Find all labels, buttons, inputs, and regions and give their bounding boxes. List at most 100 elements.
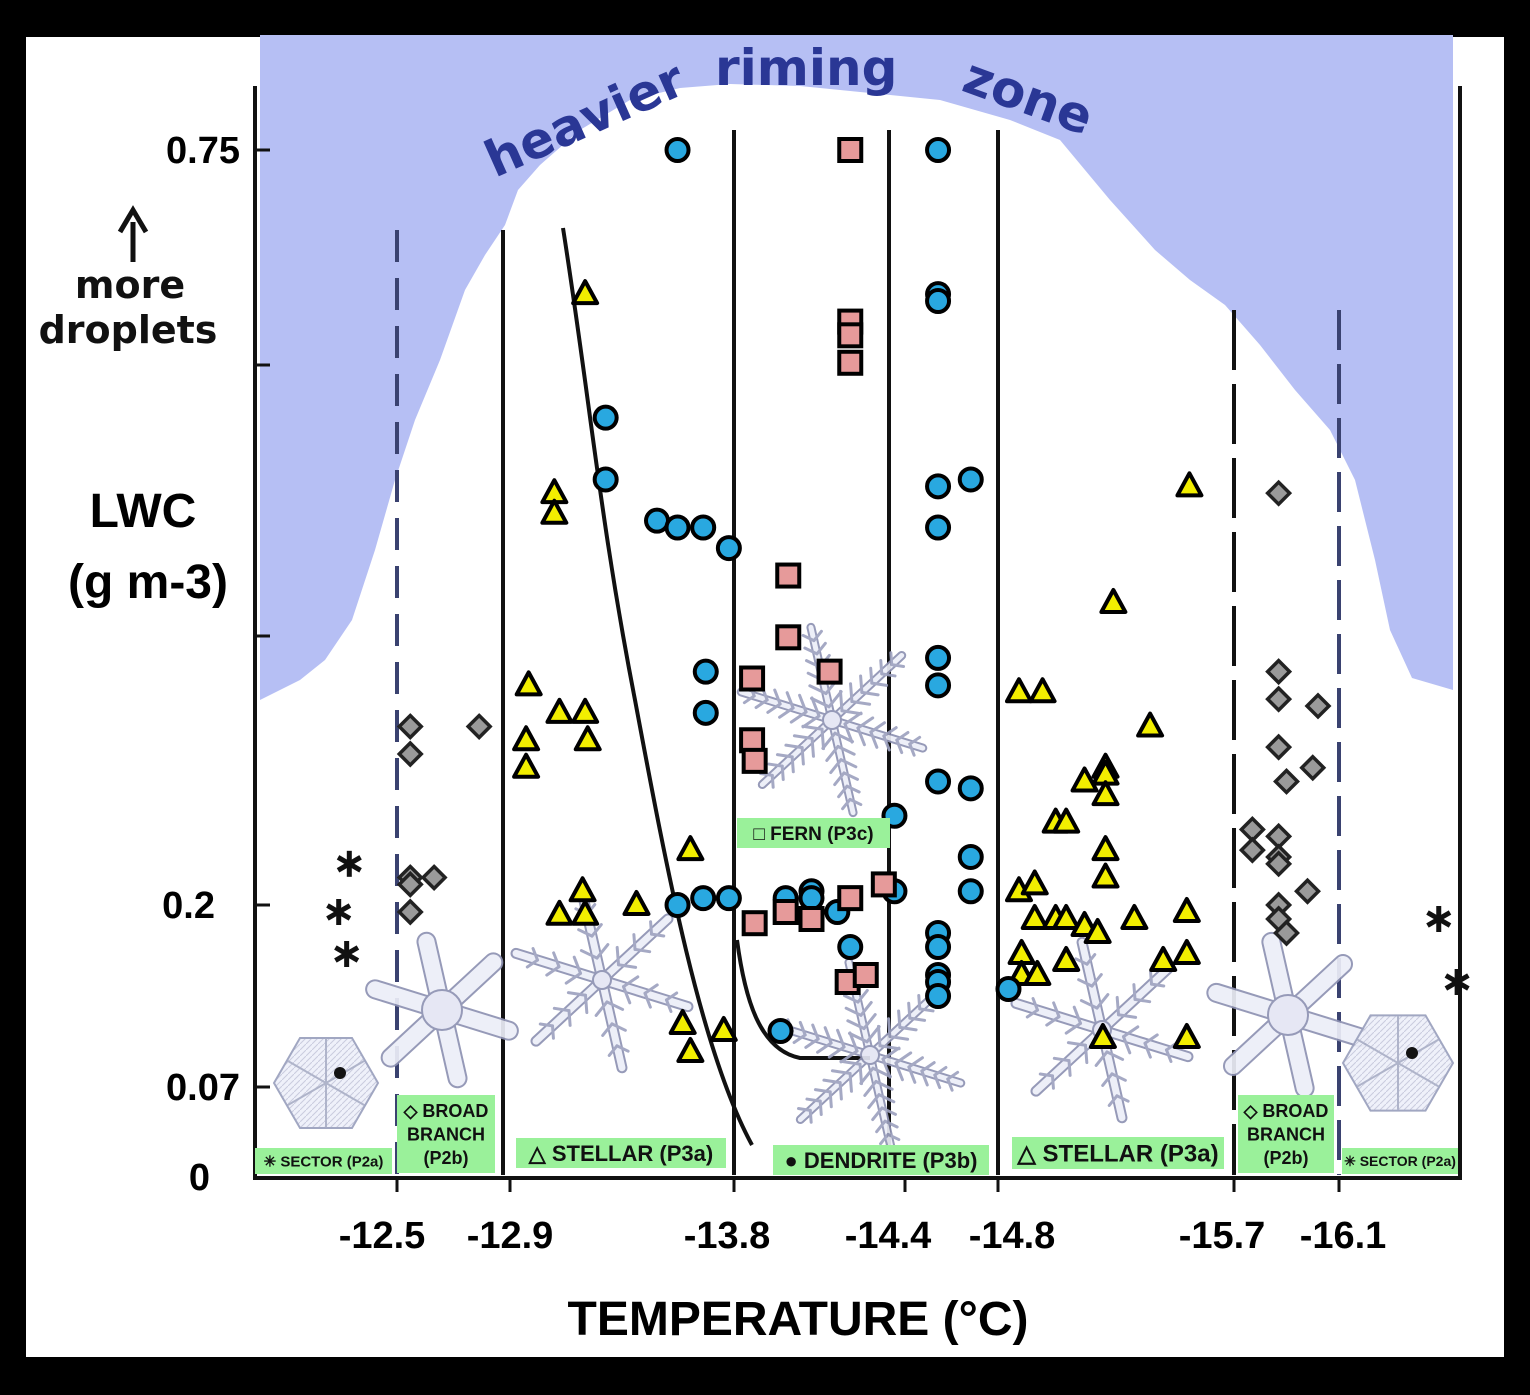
data-point <box>1299 754 1327 782</box>
data-point <box>1099 588 1128 614</box>
data-point <box>1444 969 1470 995</box>
region-label: ✳ SECTOR (P2a) <box>255 1148 392 1174</box>
data-point <box>925 514 952 541</box>
data-point <box>837 885 864 912</box>
data-point <box>1265 685 1293 713</box>
data-point <box>816 658 843 685</box>
data-point <box>664 892 691 918</box>
y-tick-label: 0 <box>189 1157 210 1199</box>
region-labels: ✳ SECTOR (P2a) ◇ BROAD BRANCH (P2b) △ STELLA… <box>255 818 1458 1175</box>
data-point <box>925 672 952 699</box>
dendrite-lower-curve <box>735 939 870 1060</box>
data-point <box>1172 897 1201 923</box>
snowflake-illustration <box>1206 931 1370 1099</box>
data-point <box>1304 692 1332 720</box>
x-tick-label: -14.4 <box>845 1215 932 1257</box>
region-boundaries <box>395 130 1341 1175</box>
data-point <box>336 850 362 877</box>
region-label: □ FERN (P3c) <box>737 818 890 848</box>
x-tick-label: -12.5 <box>339 1215 426 1257</box>
data-point <box>739 665 766 692</box>
data-point <box>715 535 742 562</box>
data-point <box>1020 869 1049 896</box>
stellar-dendrite-curve <box>561 227 754 1146</box>
data-point <box>1070 766 1099 793</box>
data-point <box>545 899 574 926</box>
data-point <box>1052 946 1081 972</box>
data-point <box>925 288 952 314</box>
data-point <box>396 740 424 768</box>
riming-zone-band <box>260 35 1453 700</box>
data-point <box>396 713 424 741</box>
data-point <box>798 885 825 912</box>
region-label-text: ● DENDRITE (P3b) <box>785 1148 978 1173</box>
data-point <box>925 644 952 671</box>
snowflake-illustration <box>1341 1014 1455 1112</box>
x-tick-label: -16.1 <box>1300 1215 1387 1257</box>
data-point <box>1004 677 1033 704</box>
y-tick-label: 0.75 <box>166 130 240 172</box>
data-point <box>1091 862 1120 889</box>
data-point <box>664 137 691 163</box>
data-point <box>1020 904 1049 930</box>
data-point <box>1265 658 1293 686</box>
snowflake-illustration <box>272 1037 380 1129</box>
data-point <box>420 864 448 892</box>
data-point <box>837 322 864 349</box>
x-tick-label: -12.9 <box>467 1215 554 1257</box>
data-point <box>798 906 825 932</box>
data-point <box>870 871 897 898</box>
up-arrow-icon <box>117 205 149 262</box>
data-point <box>571 899 600 926</box>
region-label: △ STELLAR (P3a) <box>1012 1137 1224 1169</box>
data-point <box>676 835 705 862</box>
region-label-text: ◇ BROAD <box>403 1101 489 1121</box>
data-point <box>692 658 719 685</box>
data-point <box>1426 906 1452 932</box>
data-point <box>925 934 952 960</box>
data-point <box>568 876 597 903</box>
region-label: ◇ BROAD BRANCH (P2b) <box>1238 1095 1334 1173</box>
snowflake-illustrations <box>272 622 1455 1153</box>
data-point <box>1172 1023 1201 1049</box>
data-point <box>1265 850 1293 878</box>
data-point <box>676 1037 705 1063</box>
snowflake-illustration <box>365 931 519 1089</box>
data-point <box>837 349 864 376</box>
series-diamond <box>396 479 1332 947</box>
data-point <box>573 725 602 752</box>
snowflake-illustration <box>1010 936 1194 1124</box>
x-axis-title: TEMPERATURE (°C) <box>568 1293 1029 1346</box>
region-label: ✳ SECTOR (P2a) <box>1342 1148 1458 1174</box>
region-label-text: (P2b) <box>424 1148 469 1168</box>
data-point <box>772 899 799 925</box>
data-point <box>995 976 1022 1002</box>
data-point <box>622 890 651 916</box>
snowflake-illustration <box>736 622 928 818</box>
data-point <box>767 1018 794 1044</box>
data-point <box>692 699 719 726</box>
x-tick-label: -14.8 <box>969 1215 1056 1257</box>
data-point <box>512 752 541 779</box>
snowflake-illustration <box>510 886 694 1074</box>
data-point <box>1083 918 1112 944</box>
data-point <box>709 1016 738 1042</box>
data-point <box>925 768 952 795</box>
series-square <box>739 137 897 995</box>
data-point <box>957 775 984 802</box>
region-label-text: △ STELLAR (P3a) <box>528 1141 713 1166</box>
snowflake-illustration <box>774 957 966 1153</box>
data-point <box>925 137 952 163</box>
data-point <box>396 898 424 926</box>
data-point <box>1149 946 1178 972</box>
data-point <box>1273 767 1300 795</box>
data-point <box>1136 711 1165 738</box>
data-point <box>1052 807 1081 834</box>
data-point <box>715 885 742 912</box>
x-tick-label: -15.7 <box>1179 1215 1266 1257</box>
data-point <box>925 983 952 1009</box>
more-label: more <box>75 263 185 307</box>
data-point <box>396 870 424 898</box>
region-label-text: (P2b) <box>1264 1148 1309 1168</box>
